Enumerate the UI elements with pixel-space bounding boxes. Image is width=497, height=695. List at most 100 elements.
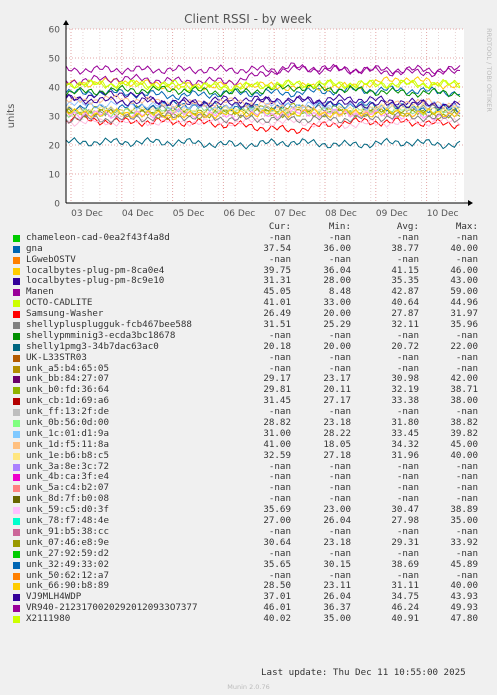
legend-max: 45.00 [450, 438, 478, 450]
legend-max: 40.00 [450, 449, 478, 461]
legend-min: -nan [328, 482, 351, 494]
legend-max: 38.00 [450, 395, 478, 407]
legend-min: -nan [328, 569, 351, 581]
legend-row: VR940-21231700202920120933O7377 46.01 36.3… [13, 602, 483, 614]
legend-cur: -nan [268, 460, 291, 472]
legend-max: 44.96 [450, 297, 478, 309]
legend-avg: -nan [396, 569, 419, 581]
legend-swatch [13, 234, 20, 242]
legend-avg: 31.11 [391, 580, 419, 592]
legend-cur: 41.01 [263, 297, 291, 309]
y-tick-label: 10 [49, 171, 61, 181]
header-cur: Cur: [268, 221, 291, 232]
legend-name: LGwebOSTV [26, 253, 76, 265]
legend-cur: 37.01 [263, 591, 291, 603]
legend-max: 43.93 [450, 591, 478, 603]
legend-name: unk_a5:b4:65:05 [26, 362, 109, 374]
legend-row: LGwebOSTV -nan -nan -nan -nan [13, 253, 483, 266]
x-tick-label: 04 Dec [122, 209, 154, 219]
legend-avg: -nan [396, 547, 419, 559]
legend-name: unk_bb:84:27:07 [26, 373, 109, 385]
legend-max: 31.97 [450, 308, 478, 320]
legend-max: 22.00 [450, 340, 478, 352]
legend-avg: 29.31 [391, 536, 419, 548]
legend-row: unk_8d:7f:b0:08 -nan -nan -nan -nan [13, 493, 483, 505]
legend-min: 26.04 [323, 591, 351, 603]
legend-min: 23.18 [323, 536, 351, 548]
legend-swatch [13, 322, 20, 330]
legend-cur: 26.49 [263, 308, 291, 320]
legend-avg: 38.69 [391, 558, 419, 570]
legend-row: shellypmminig3-ecda3bc18678 -nan -nan -nan -… [13, 329, 483, 342]
legend-name: UK-L33STR03 [26, 351, 87, 363]
legend-min: 27.17 [323, 395, 351, 407]
legend-min: 20.11 [323, 384, 351, 396]
munin-version: Munin 2.0.76 [227, 683, 270, 691]
legend-min: 8.48 [328, 286, 351, 298]
legend-max: 40.00 [450, 242, 478, 254]
legend-max: 35.96 [450, 319, 478, 331]
legend-row: unk_66:90:b8:89 28.50 23.11 31.11 40.00 [13, 580, 483, 592]
legend-swatch [13, 572, 20, 580]
legend-cur: -nan [268, 471, 291, 483]
legend-row: UK-L33STR03 -nan -nan -nan -nan [13, 351, 483, 364]
y-tick-label: 20 [49, 142, 61, 152]
legend-max: 40.00 [450, 580, 478, 592]
series-line [65, 107, 461, 121]
legend-cur: 32.59 [263, 449, 291, 461]
legend-swatch [13, 507, 20, 515]
legend-avg: -nan [396, 525, 419, 537]
legend-swatch [13, 289, 20, 297]
legend-avg: 33.45 [391, 427, 419, 439]
legend-name: unk_27:92:59:d2 [26, 547, 109, 559]
legend-swatch [13, 605, 20, 613]
legend-min: 36.04 [323, 264, 351, 276]
legend-avg: -nan [396, 493, 419, 505]
x-tick-label: 10 Dec [427, 209, 459, 219]
legend-swatch [13, 398, 20, 406]
legend-avg: 38.77 [391, 242, 419, 254]
legend-name: Manen [26, 286, 54, 298]
legend-min: 18.05 [323, 438, 351, 450]
legend-name: shellypmminig3-ecda3bc18678 [26, 329, 176, 341]
legend-max: 39.82 [450, 427, 478, 439]
legend-min: 36.00 [323, 242, 351, 254]
legend: Cur: Min: Avg: Max: chameleon-cad-0ea2f4… [13, 221, 483, 625]
legend-swatch [13, 245, 20, 253]
legend-cur: -nan [268, 547, 291, 559]
legend-max: -nan [455, 329, 478, 341]
legend-name: unk_32:49:33:02 [26, 558, 109, 570]
legend-max: 45.89 [450, 558, 478, 570]
legend-name: gna [26, 242, 43, 254]
legend-avg: -nan [396, 482, 419, 494]
legend-avg: 33.38 [391, 395, 419, 407]
legend-swatch [13, 343, 20, 351]
series-line [65, 64, 461, 75]
legend-max: 59.00 [450, 286, 478, 298]
legend-cur: 29.17 [263, 373, 291, 385]
series-line [65, 83, 461, 98]
legend-cur: 31.45 [263, 395, 291, 407]
legend-row: unk_b0:fd:36:64 29.81 20.11 32.19 38.71 [13, 384, 483, 396]
legend-row: unk_4b:ca:3f:e4 -nan -nan -nan -nan [13, 472, 483, 483]
x-tick-label: 03 Dec [71, 209, 103, 219]
legend-cur: 46.01 [263, 602, 291, 614]
legend-swatch [13, 583, 20, 591]
legend-avg: 42.87 [391, 286, 419, 298]
last-update: Last update: Thu Dec 11 10:55:00 2025 [261, 667, 466, 678]
legend-avg: 40.91 [391, 613, 419, 625]
legend-row: unk_1d:f5:11:8a 41.00 18.05 34.32 45.00 [13, 438, 483, 451]
x-tick-label: 07 Dec [274, 209, 306, 219]
legend-name: unk_b0:fd:36:64 [26, 384, 109, 396]
legend-min: 27.18 [323, 449, 351, 461]
legend-name: chameleon-cad-0ea2f43f4a8d [26, 231, 170, 243]
legend-row: unk_5a:c4:b2:07 -nan -nan -nan -nan [13, 482, 483, 494]
legend-row: unk_1c:01:d1:9a 31.00 28.22 33.45 39.82 [13, 427, 483, 440]
legend-avg: -nan [396, 351, 419, 363]
legend-name: unk_0b:56:0d:00 [26, 417, 109, 429]
legend-avg: 27.87 [391, 308, 419, 320]
legend-avg: -nan [396, 471, 419, 483]
legend-max: -nan [455, 493, 478, 505]
legend-max: 38.89 [450, 504, 478, 516]
legend-avg: -nan [396, 406, 419, 418]
